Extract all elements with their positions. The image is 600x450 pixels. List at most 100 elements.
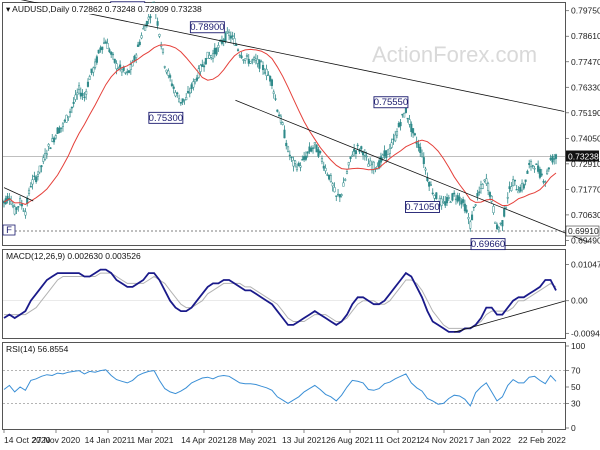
candle-body	[449, 201, 452, 203]
candle-body	[163, 66, 166, 68]
candle-body	[233, 38, 236, 46]
candle-body	[392, 138, 395, 140]
candle	[428, 181, 431, 192]
candle	[324, 164, 327, 174]
candle	[70, 106, 73, 114]
candle	[204, 57, 207, 66]
candle	[449, 200, 452, 203]
candle	[172, 84, 175, 94]
price-annotation: 0.78900	[189, 21, 225, 33]
candle	[481, 182, 484, 190]
annotation-label: 0.75550	[374, 97, 408, 108]
corner-text: F	[6, 225, 12, 236]
candle	[206, 51, 209, 59]
rsi-title: RSI(14) 56.8554	[6, 344, 69, 354]
candle	[474, 203, 477, 208]
annotation-label: 0.78900	[190, 22, 224, 33]
candle-body	[95, 56, 98, 63]
candle-body	[431, 192, 434, 195]
candle	[229, 31, 232, 43]
candle-body	[547, 167, 550, 170]
candle-body	[186, 90, 190, 93]
candle-body	[263, 72, 266, 74]
candle-body	[551, 155, 554, 163]
candle	[470, 210, 474, 221]
candle-body	[77, 85, 81, 91]
candle	[272, 89, 275, 99]
candle-body	[387, 149, 390, 155]
candle-body	[129, 64, 132, 70]
main-header-bg	[3, 3, 173, 14]
candle-body	[399, 122, 402, 127]
candle	[253, 55, 256, 63]
candle	[161, 48, 165, 55]
candle-body	[195, 77, 198, 81]
candle-body	[136, 44, 140, 47]
candle-body	[308, 146, 311, 152]
main-header: ▾ AUDUSD,Daily 0.72862 0.73248 0.72809 0…	[6, 4, 202, 14]
candle-body	[424, 168, 427, 171]
candle	[77, 82, 81, 95]
candle	[220, 35, 223, 46]
candle	[297, 161, 300, 167]
candle	[535, 163, 538, 165]
candle	[304, 151, 307, 162]
candle	[174, 90, 177, 98]
candle-body	[161, 48, 165, 53]
candle	[19, 196, 22, 206]
candle-body	[222, 39, 225, 42]
candle-body	[429, 184, 433, 186]
candle-body	[47, 144, 50, 147]
candle	[52, 136, 56, 145]
candle	[285, 139, 288, 150]
candle-body	[328, 174, 331, 180]
candle-body	[281, 122, 284, 125]
rsi-layer	[3, 369, 565, 407]
support-badge: 0.69910	[565, 225, 600, 237]
candle-body	[90, 68, 93, 74]
candle	[344, 177, 347, 182]
candle	[538, 166, 541, 180]
candle	[329, 173, 332, 183]
trendline-lower-channel	[235, 99, 589, 243]
candle	[420, 149, 424, 158]
candle-body	[127, 70, 131, 73]
candle-body	[417, 144, 420, 149]
candle-body	[278, 114, 281, 117]
candle-body	[228, 32, 231, 36]
candle-body	[140, 35, 143, 39]
candle	[38, 165, 41, 175]
candle-body	[372, 161, 375, 170]
candle	[72, 97, 75, 108]
candle-body	[453, 192, 456, 195]
candle	[117, 66, 120, 70]
candle-body	[479, 184, 483, 189]
candle-body	[20, 203, 23, 207]
rsi-y-tick-label: 100	[571, 341, 585, 351]
candle	[537, 160, 540, 174]
candle-body	[388, 147, 391, 154]
candle-body	[220, 39, 223, 44]
candle	[86, 78, 90, 88]
candle	[178, 94, 181, 103]
candle-body	[69, 111, 72, 113]
candle	[526, 169, 529, 174]
macd-panel	[2, 249, 566, 339]
candle-body	[72, 101, 75, 104]
candle	[387, 149, 390, 155]
candle-body	[344, 179, 347, 181]
candle	[469, 219, 472, 232]
candle-body	[499, 222, 502, 225]
candle-body	[113, 58, 116, 63]
candle-body	[226, 31, 229, 34]
candle	[31, 174, 34, 190]
x-tick-label: 26 Aug 2021	[326, 435, 374, 445]
main-y-tick-label: 0.77470	[571, 57, 600, 67]
candle	[403, 112, 406, 118]
candle	[310, 145, 313, 153]
candle-body	[67, 116, 70, 118]
candle-body	[192, 81, 195, 88]
candle	[94, 58, 97, 70]
candle-body	[156, 21, 159, 26]
